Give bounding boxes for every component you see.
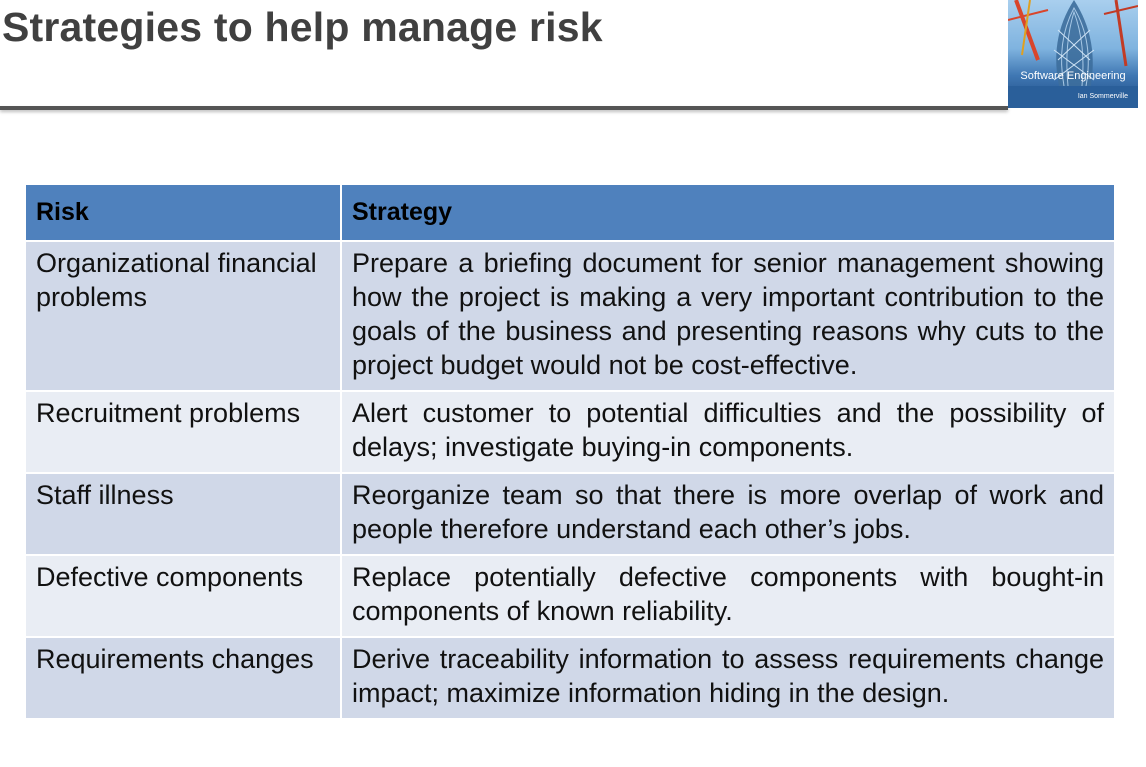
title-divider <box>0 106 1008 110</box>
table-row: Recruitment problems Alert customer to p… <box>24 390 1116 474</box>
strategy-cell: Reorganize team so that there is more ov… <box>340 472 1116 556</box>
risk-cell: Recruitment problems <box>24 390 342 474</box>
risk-cell: Requirements changes <box>24 636 342 720</box>
risk-cell: Organizational financial problems <box>24 240 342 392</box>
strategy-cell: Prepare a briefing document for senior m… <box>340 240 1116 392</box>
slide-title: Strategies to help manage risk <box>2 4 603 50</box>
table-row: Organizational financial problems Prepar… <box>24 240 1116 392</box>
strategy-cell: Replace potentially defective components… <box>340 554 1116 638</box>
risk-cell: Staff illness <box>24 472 342 556</box>
table-header-row: Risk Strategy <box>24 183 1116 242</box>
cover-title: Software Engineering <box>1020 70 1126 82</box>
cover-author: Ian Sommerville <box>1077 93 1128 100</box>
strategy-cell: Derive traceability information to asses… <box>340 636 1116 720</box>
cover-band <box>1008 86 1138 108</box>
strategy-cell: Alert customer to potential difficulties… <box>340 390 1116 474</box>
table-row: Requirements changes Derive traceability… <box>24 636 1116 720</box>
risk-cell: Defective components <box>24 554 342 638</box>
table-row: Staff illness Reorganize team so that th… <box>24 472 1116 556</box>
header-risk: Risk <box>24 183 342 242</box>
header-strategy: Strategy <box>340 183 1116 242</box>
risk-strategy-table: Risk Strategy Organizational financial p… <box>24 183 1116 720</box>
building-illustration <box>1008 0 1138 90</box>
table-row: Defective components Replace potentially… <box>24 554 1116 638</box>
book-cover-image: Software Engineering Ian Sommerville <box>1008 0 1138 108</box>
